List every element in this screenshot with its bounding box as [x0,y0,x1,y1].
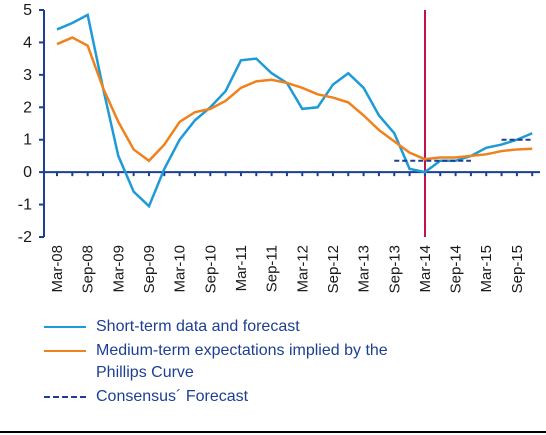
legend-item: Short-term data and forecast [44,316,464,338]
y-tick-label: -2 [18,229,32,246]
y-tick-label: 4 [23,34,32,51]
legend-item: Medium-term expectations implied by the … [44,340,464,384]
legend-swatch [44,396,86,398]
x-tick-label: Mar-15 [478,245,495,293]
x-tick-label: Mar-12 [294,245,311,293]
x-tick-label: Sep-11 [264,245,281,292]
series-line [56,36,533,163]
legend-label: Consensus´ Forecast [96,388,249,405]
y-tick-label: 2 [23,99,32,116]
legend-item: Consensus´ Forecast [44,386,464,408]
x-tick-label: Sep-15 [509,245,526,293]
x-tick-label: Sep-10 [202,245,219,293]
x-tick-label: Sep-09 [141,245,158,293]
legend-swatch [44,350,86,352]
x-tick-label: Mar-11 [233,245,250,291]
x-tick-label: Sep-13 [386,245,403,293]
series-line [394,138,533,162]
x-tick-label: Sep-14 [448,245,465,293]
y-tick-label: 3 [23,67,32,84]
y-tick-label: 0 [23,164,32,181]
x-tick-label: Mar-14 [417,245,434,293]
legend: Short-term data and forecast Medium-term … [44,316,464,410]
y-tick-label: -1 [18,197,32,214]
x-tick-label: Sep-12 [325,245,342,293]
legend-label: Short-term data and forecast [96,318,300,335]
y-tick-label: 5 [23,2,32,19]
y-tick-label: 1 [23,132,32,149]
x-tick-label: Mar-13 [356,245,373,293]
legend-swatch [44,326,86,328]
series-line [56,12,533,209]
x-tick-label: Mar-08 [49,245,66,293]
legend-label: Medium-term expectations implied by the … [96,342,388,381]
x-tick-label: Mar-09 [110,245,127,293]
x-tick-label: Sep-08 [80,245,97,293]
x-tick-label: Mar-10 [172,245,189,293]
